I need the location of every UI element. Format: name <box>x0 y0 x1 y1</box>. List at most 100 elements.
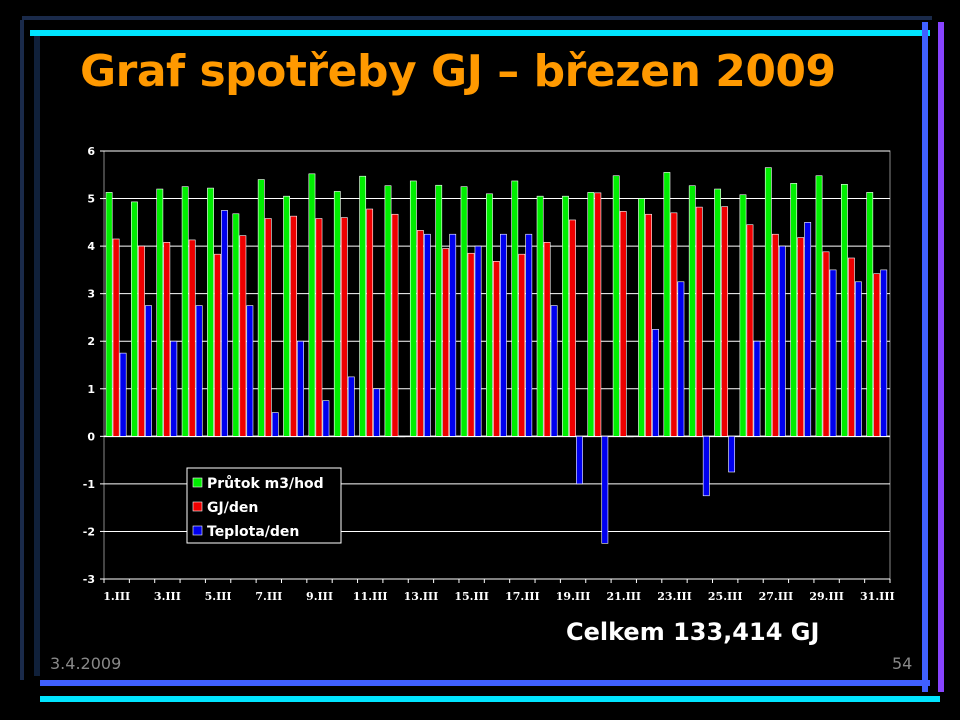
x-tick-label: 9.III <box>306 590 333 603</box>
bar-gj <box>721 206 729 437</box>
bar-prutok <box>435 184 443 437</box>
bar-teplota <box>474 245 482 437</box>
page-number: 54 <box>892 654 913 673</box>
bar-gj <box>847 257 855 437</box>
bars <box>105 167 888 544</box>
y-tick-label: 1 <box>87 383 95 396</box>
y-tick-label: 3 <box>87 288 95 301</box>
bar-teplota <box>778 245 786 437</box>
bar-prutok <box>790 183 798 437</box>
bar-prutok <box>663 172 671 437</box>
legend-swatch <box>192 477 203 488</box>
bar-teplota <box>525 233 533 437</box>
bar-gj <box>138 245 145 437</box>
bar-prutok <box>460 186 468 437</box>
bar-teplota <box>652 329 659 437</box>
bar-prutok <box>181 186 189 437</box>
y-tick-label: 6 <box>87 145 95 158</box>
bar-prutok <box>764 167 772 437</box>
bar-prutok <box>384 185 392 437</box>
total-consumption-text: Celkem 133,414 GJ <box>566 618 820 646</box>
y-tick-label: -3 <box>83 573 95 586</box>
bar-gj <box>873 273 881 437</box>
legend-label: Teplota/den <box>207 524 299 540</box>
bar-gj <box>315 218 323 437</box>
bar-gj <box>543 242 551 437</box>
bar-gj <box>746 224 754 437</box>
bar-prutok <box>308 173 316 437</box>
bar-teplota <box>423 233 431 437</box>
bar-teplota <box>829 269 837 437</box>
bar-prutok <box>587 192 595 437</box>
bar-teplota <box>550 305 558 437</box>
frame-left-dark-bar-2 <box>34 36 40 676</box>
x-tick-label: 13.III <box>404 590 439 603</box>
bar-teplota <box>297 340 304 437</box>
bar-teplota <box>195 305 203 437</box>
bar-prutok <box>283 195 290 437</box>
bar-gj <box>391 213 399 437</box>
x-tick-label: 21.III <box>606 590 641 603</box>
legend-box <box>186 467 342 544</box>
bar-teplota <box>677 281 685 437</box>
x-tick-label: 27.III <box>759 590 794 603</box>
bar-gj <box>797 237 805 437</box>
x-tick-label: 5.III <box>205 590 232 603</box>
frame-top-dark-bar <box>22 16 932 20</box>
bar-gj <box>416 230 424 437</box>
legend-swatch <box>192 525 203 536</box>
bar-prutok <box>739 194 747 437</box>
bar-gj <box>594 192 602 437</box>
bar-gj <box>670 212 678 437</box>
frame-bottom-cyan-bar <box>40 696 940 702</box>
bar-teplota <box>576 436 583 485</box>
bar-prutok <box>511 180 519 437</box>
x-tick-label: 7.III <box>255 590 282 603</box>
bar-teplota <box>449 233 457 437</box>
bar-teplota <box>880 269 888 437</box>
bar-prutok <box>257 179 265 437</box>
y-tick-label: -1 <box>83 478 95 491</box>
y-tick-label: 5 <box>87 193 95 206</box>
bar-gj <box>619 211 627 437</box>
bar-gj <box>822 251 830 437</box>
frame-left-dark-bar <box>20 20 24 680</box>
slide-title: Graf spotřeby GJ – březen 2009 <box>80 46 836 97</box>
bar-prutok <box>156 188 164 437</box>
bar-prutok <box>638 198 645 437</box>
bar-prutok <box>105 192 113 437</box>
bar-prutok <box>232 213 240 437</box>
legend: Průtok m3/hod GJ/den Teplota/den <box>186 467 342 544</box>
bar-teplota <box>271 412 279 437</box>
legend-label: GJ/den <box>207 500 258 516</box>
bar-teplota <box>753 340 761 437</box>
x-tick-label: 31.III <box>860 590 895 603</box>
bar-prutok <box>815 175 823 437</box>
bar-gj <box>264 218 272 437</box>
bar-prutok <box>486 193 493 437</box>
bar-teplota <box>601 436 609 544</box>
bar-gj <box>771 233 779 437</box>
bar-gj <box>645 213 652 437</box>
x-tick-label: 19.III <box>556 590 591 603</box>
bar-prutok <box>562 195 569 437</box>
bar-prutok <box>359 175 367 437</box>
bar-teplota <box>398 436 406 438</box>
bar-prutok <box>131 201 138 437</box>
bar-gj <box>442 248 450 437</box>
footer-date: 3.4.2009 <box>50 654 122 673</box>
bar-gj <box>290 215 297 437</box>
x-tick-label: 29.III <box>809 590 844 603</box>
bar-prutok <box>409 180 417 437</box>
bar-gj <box>340 217 348 437</box>
bar-teplota <box>854 281 862 437</box>
bar-gj <box>112 238 120 437</box>
x-axis: 1.III 3.III 5.III 7.III 9.III 11.III 13.III 15.… <box>103 579 895 603</box>
bar-gj <box>366 208 374 437</box>
bar-gj <box>695 206 703 437</box>
bar-prutok <box>840 183 848 437</box>
y-axis: 6 5 4 3 2 1 0 -1 -2 -3 <box>83 145 104 586</box>
bar-gj <box>188 239 196 437</box>
y-tick-label: 4 <box>87 240 95 253</box>
